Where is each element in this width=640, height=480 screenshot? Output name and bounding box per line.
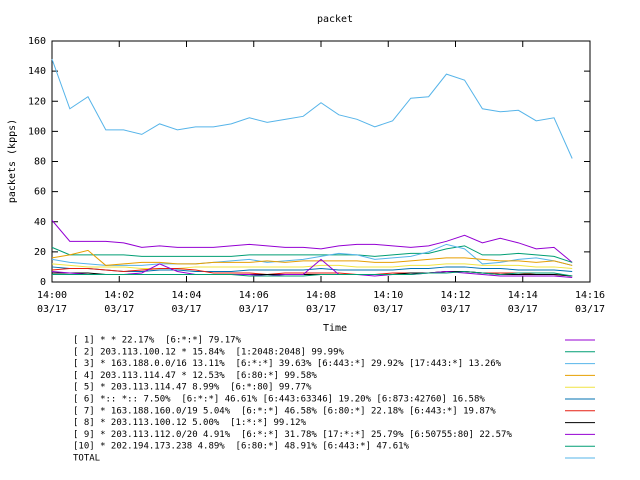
series-line	[51, 249, 573, 266]
series-line	[51, 263, 573, 269]
y-tick-label: 60	[34, 187, 46, 198]
series-line	[51, 243, 573, 266]
series-line	[51, 219, 573, 263]
plot-border	[51, 40, 591, 283]
legend-label: [ 4] 203.113.114.47 * 12.53% [6:80:*] 99…	[73, 371, 317, 381]
legend-label: [ 6] *:: *:: 7.50% [6:*:*] 46.61% [6:443…	[73, 395, 485, 405]
legend-label: [ 8] * 203.113.100.12 5.00% [1:*:*] 99.1…	[73, 418, 307, 428]
legend-label: [ 9] * 203.113.112.0/20 4.91% [6:*:*] 31…	[73, 430, 512, 440]
y-tick-label: 160	[28, 36, 46, 47]
y-tick-label: 0	[40, 277, 46, 288]
legend-label: [ 5] * 203.113.114.47 8.99% [6:*:80] 99.…	[73, 383, 312, 393]
x-axis-label: Time	[323, 323, 347, 334]
x-tick-label: 14:02 03/17	[104, 290, 135, 315]
legend-label: TOTAL	[73, 454, 100, 464]
x-tick-label: 14:16 03/17	[574, 290, 606, 315]
legend-label: [ 7] * 163.188.160.0/19 5.04% [6:*:*] 46…	[73, 406, 496, 416]
series-line	[52, 270, 573, 277]
series-line	[51, 245, 573, 263]
x-tick-label: 14:14 03/17	[507, 290, 538, 315]
x-tick-label: 14:04 03/17	[171, 290, 202, 315]
legend-label: [ 2] 203.113.100.12 * 15.84% [1:2048:204…	[73, 347, 345, 357]
series-line	[51, 58, 573, 159]
y-tick-label: 40	[34, 217, 46, 228]
y-tick-label: 120	[28, 96, 46, 107]
x-tick-label: 14:06 03/17	[238, 290, 269, 315]
y-tick-label: 80	[34, 157, 46, 168]
legend-label: [ 3] * 163.188.0.0/16 13.11% [6:*:*] 39.…	[73, 359, 502, 369]
x-tick-label: 14:12 03/17	[440, 290, 471, 315]
y-tick-label: 140	[28, 66, 46, 77]
legend-label: [ 1] * * 22.17% [6:*:*] 79.17%	[73, 336, 242, 346]
y-tick-label: 20	[34, 247, 46, 258]
legend-label: [10] * 202.194.173.238 4.89% [6:80:*] 48…	[73, 442, 410, 452]
series-line	[51, 258, 573, 278]
y-tick-label: 100	[28, 126, 46, 137]
x-tick-label: 14:00 03/17	[36, 290, 68, 315]
chart-title: packet	[317, 14, 353, 25]
y-axis-label: packets (kpps)	[7, 119, 18, 203]
x-tick-label: 14:10 03/17	[373, 290, 404, 315]
x-tick-label: 14:08 03/17	[305, 290, 337, 315]
series-line	[51, 266, 573, 272]
